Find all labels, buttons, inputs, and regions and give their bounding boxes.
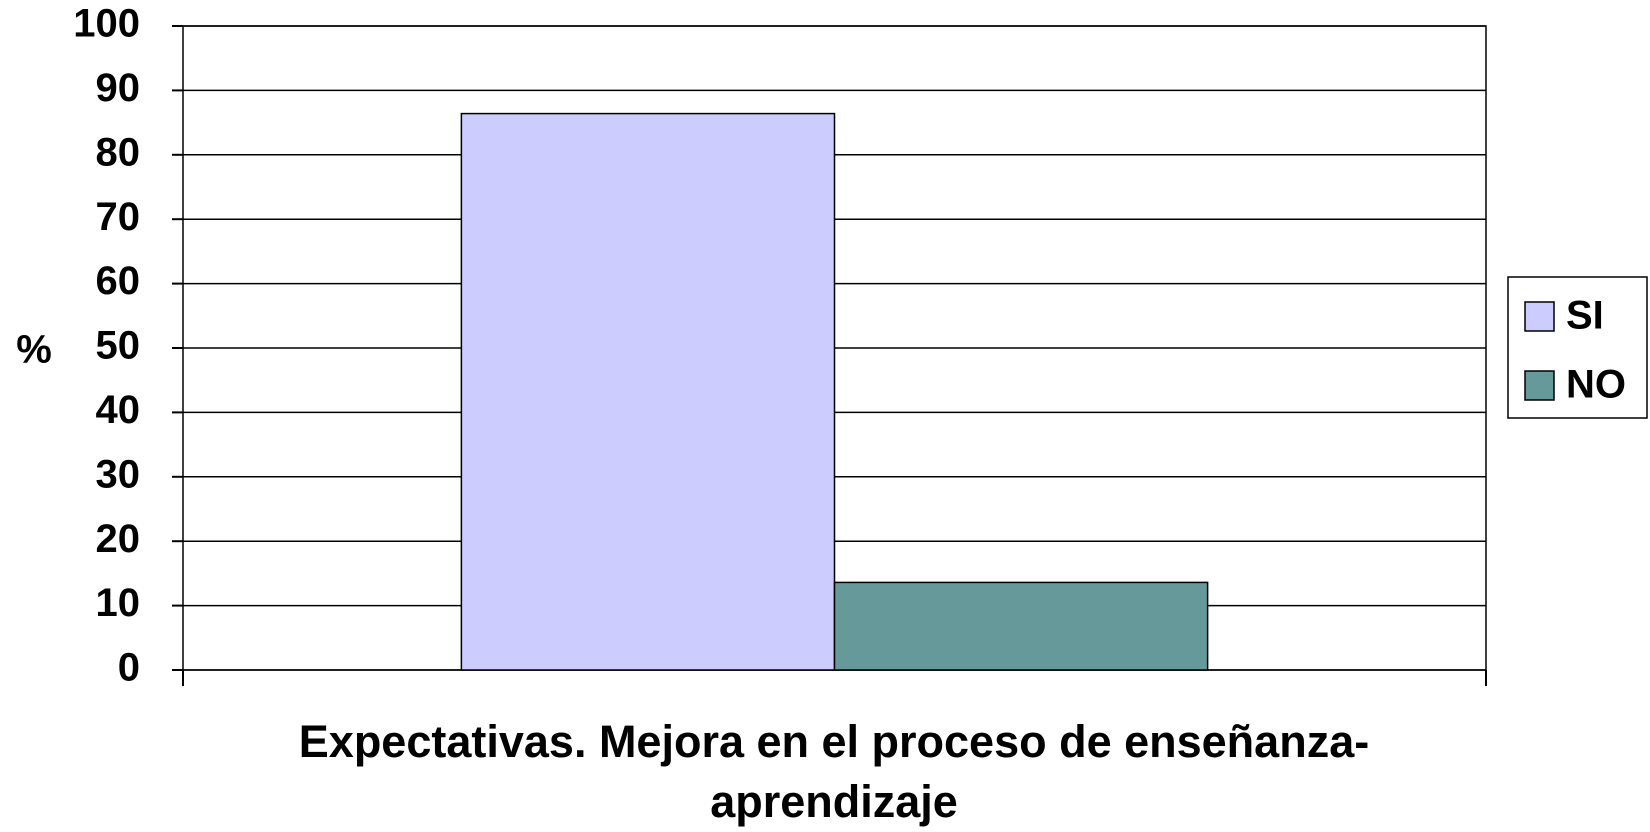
y-tick-label: 80 — [96, 130, 141, 174]
x-axis-label: Expectativas. Mejora en el proceso de en… — [298, 716, 1370, 827]
y-tick-label: 90 — [96, 66, 141, 110]
y-tick-label: 50 — [96, 324, 141, 368]
legend-swatch — [1524, 301, 1555, 332]
legend-label: NO — [1566, 363, 1626, 407]
y-tick-label: 10 — [96, 581, 141, 625]
bar — [833, 581, 1209, 671]
y-tick-label: 60 — [96, 259, 141, 303]
y-axis-label: % — [16, 328, 52, 372]
legend-label: SI — [1566, 294, 1604, 338]
y-tick-label: 100 — [73, 2, 140, 46]
y-tick-label: 0 — [118, 646, 140, 690]
y-tick-label: 20 — [96, 517, 141, 561]
legend-swatch — [1524, 370, 1555, 401]
y-tick-label: 70 — [96, 195, 141, 239]
bar — [460, 112, 836, 671]
y-tick-label: 40 — [96, 388, 141, 432]
y-tick-label: 30 — [96, 452, 141, 496]
